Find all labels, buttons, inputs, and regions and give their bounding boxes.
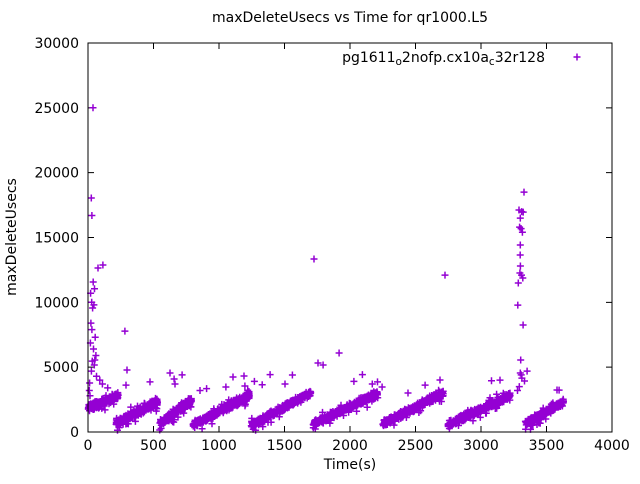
x-axis-title: Time(s) [323,457,376,473]
x-tick-label: 2500 [398,438,434,454]
axis-tick-labels: 0 500 1000 1500 2000 2500 3000 3500 4000 0 5000 100… [34,36,629,454]
x-tick-label: 3000 [463,438,499,454]
x-tick-label: 4000 [594,438,630,454]
chart-title: maxDeleteUsecs vs Time for qr1000.L5 [212,10,488,26]
y-tick-label: 20000 [34,166,79,182]
y-tick-label: 0 [70,425,79,441]
y-tick-label: 25000 [34,101,79,117]
x-tick-label: 1000 [201,438,237,454]
scatter-plus-markers [84,104,567,434]
x-tick-label: 0 [84,438,93,454]
y-tick-label: 15000 [34,231,79,247]
legend-plus-marker-icon [573,53,581,61]
x-tick-label: 3500 [529,438,565,454]
y-tick-label: 10000 [34,295,79,311]
data-points-series [84,104,567,434]
y-axis-title: maxDeleteUsecs [4,178,20,296]
plot-border [87,42,613,433]
x-tick-label: 2000 [332,438,368,454]
legend-label: pg1611o2nofp.cx10ac32r128 [342,50,545,68]
x-tick-label: 500 [140,438,167,454]
y-tick-label: 30000 [34,36,79,52]
x-tick-label: 1500 [267,438,303,454]
legend: pg1611o2nofp.cx10ac32r128 [342,50,581,68]
y-tick-label: 5000 [43,360,79,376]
